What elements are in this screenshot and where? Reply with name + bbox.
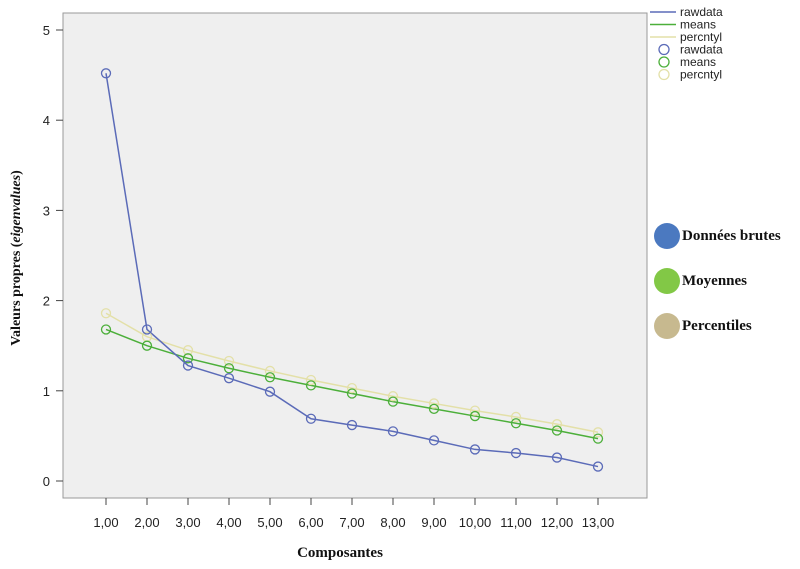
y-axis-title-italic: eigenvalues	[9, 174, 24, 242]
x-tick-label: 8,00	[380, 515, 405, 530]
x-tick-label: 1,00	[93, 515, 118, 530]
legend-label: percntyl	[680, 68, 722, 82]
data-point-percntyl	[305, 374, 317, 386]
data-point-means	[592, 433, 604, 444]
x-tick-label: 3,00	[175, 515, 200, 530]
x-tick-label: 7,00	[339, 515, 364, 530]
data-point-percntyl	[428, 398, 440, 409]
legend-label: percntyl	[680, 30, 722, 44]
data-point-percntyl	[510, 411, 522, 423]
x-axis: 1,00 2,00 3,00 4,00 5,00 6,00 7,00 8,00 9,00 10,0…	[93, 498, 614, 530]
data-point-means	[141, 340, 153, 351]
data-point-rawdata	[223, 373, 235, 384]
y-axis-title-end: )	[9, 170, 24, 175]
x-tick-label: 11,00	[500, 515, 532, 530]
data-point-means	[469, 410, 481, 422]
annotation-legend-item: Percentiles	[654, 311, 752, 341]
legend-dot-icon	[654, 268, 680, 294]
data-point-rawdata	[264, 386, 276, 397]
data-point-rawdata	[469, 444, 481, 455]
data-point-means	[510, 418, 522, 429]
data-point-percntyl	[223, 355, 235, 367]
series-group	[100, 68, 604, 472]
data-point-means	[346, 388, 358, 399]
data-point-means	[428, 403, 440, 414]
y-tick-label: 1	[43, 384, 50, 399]
x-tick-label: 2,00	[134, 515, 159, 530]
data-point-means	[551, 425, 563, 436]
data-point-rawdata	[346, 419, 358, 431]
data-point-rawdata	[305, 413, 317, 424]
y-tick-label: 4	[43, 113, 50, 128]
x-tick-label: 12,00	[541, 515, 574, 530]
x-tick-label: 9,00	[421, 515, 446, 530]
data-point-percntyl	[346, 382, 358, 394]
legend-marker-icon	[658, 56, 670, 68]
data-point-percntyl	[182, 345, 194, 356]
series-line-means	[105, 328, 599, 440]
annotation-legend-item: Données brutes	[654, 221, 781, 251]
legend-label: rawdata	[680, 5, 723, 19]
data-point-means	[100, 324, 112, 335]
data-point-percntyl	[469, 405, 481, 416]
data-point-rawdata	[592, 461, 604, 472]
legend-label: rawdata	[680, 43, 723, 57]
x-axis-title: Composantes	[297, 545, 383, 561]
legend-dot-icon	[654, 223, 680, 249]
data-point-means	[387, 396, 399, 407]
annotation-label-means: Moyennes	[682, 272, 747, 289]
data-point-percntyl	[100, 308, 112, 319]
data-point-means	[264, 372, 276, 383]
series-line-percntyl	[105, 312, 599, 434]
data-point-rawdata	[428, 435, 440, 446]
data-point-rawdata	[182, 360, 194, 371]
legend-marker-icon	[658, 68, 670, 81]
y-axis: 0 1 2 3 4 5	[43, 23, 63, 489]
annotation-label-percentiles: Percentiles	[682, 317, 752, 334]
y-tick-label: 3	[43, 203, 50, 218]
y-tick-label: 2	[43, 294, 50, 309]
data-point-percntyl	[551, 419, 563, 430]
x-tick-label: 4,00	[216, 515, 241, 530]
y-axis-title-main: Valeurs propres (	[9, 242, 24, 346]
data-point-percntyl	[387, 391, 399, 402]
data-point-means	[223, 363, 235, 374]
y-axis-title: Valeurs propres (eigenvalues)	[9, 170, 24, 346]
legend-label: means	[680, 55, 716, 69]
x-tick-label: 5,00	[257, 515, 282, 530]
data-point-percntyl	[264, 365, 276, 377]
data-point-means	[305, 380, 317, 391]
series-line-rawdata	[105, 73, 599, 468]
legend-dot-icon	[654, 313, 680, 339]
data-point-rawdata	[141, 324, 153, 335]
data-point-rawdata	[100, 68, 112, 79]
y-tick-label: 5	[43, 23, 50, 38]
data-point-rawdata	[387, 426, 399, 437]
data-point-rawdata	[510, 447, 522, 459]
y-tick-label: 0	[43, 474, 50, 489]
x-tick-label: 6,00	[298, 515, 323, 530]
x-tick-label: 10,00	[459, 515, 492, 530]
legend-label: means	[680, 18, 716, 32]
plot-area	[62, 12, 648, 499]
annotation-label-raw: Données brutes	[682, 227, 781, 244]
data-point-rawdata	[551, 452, 563, 463]
annotation-legend-item: Moyennes	[654, 266, 747, 296]
legend-marker-icon	[658, 43, 670, 56]
data-point-means	[182, 353, 194, 364]
x-tick-label: 13,00	[582, 515, 615, 530]
data-point-percntyl	[592, 427, 604, 438]
